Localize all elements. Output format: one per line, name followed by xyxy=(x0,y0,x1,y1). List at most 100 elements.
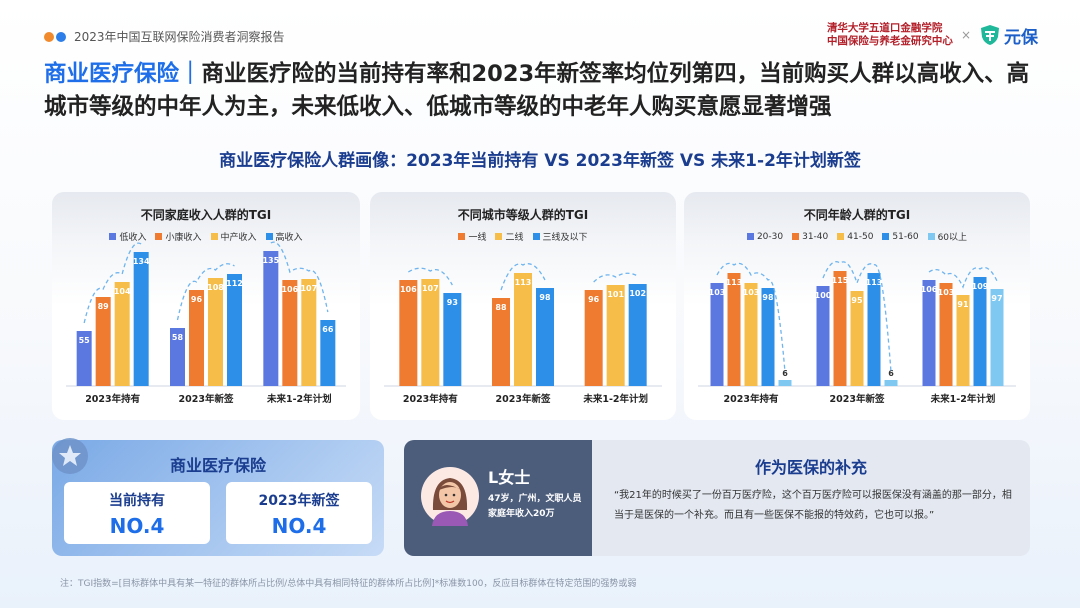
legend-swatch xyxy=(458,233,466,240)
bar xyxy=(710,283,724,386)
bar xyxy=(170,328,185,386)
legend-swatch xyxy=(210,233,218,240)
bar-value-label: 96 xyxy=(191,295,203,304)
bar-value-label: 107 xyxy=(422,284,439,293)
legend-label: 60以上 xyxy=(937,233,968,243)
legend-item: 小康收入 xyxy=(155,230,202,243)
chart-section-title: 商业医疗保险人群画像：2023年当前持有 VS 2023年新签 VS 未来1-2… xyxy=(219,151,861,171)
bar xyxy=(956,295,970,386)
legend-swatch xyxy=(265,233,273,240)
bar-value-label: 6 xyxy=(782,369,788,378)
rank-label: 2023年新签 xyxy=(258,493,340,509)
avatar xyxy=(421,467,479,526)
bar xyxy=(443,293,462,386)
bar xyxy=(282,280,298,386)
bar xyxy=(492,298,510,386)
category-label: 未来1-2年计划 xyxy=(930,393,996,405)
legend-item: 41-50 xyxy=(837,230,873,243)
legend-item: 60以上 xyxy=(927,230,968,243)
rank-card: 商业医疗保险 当前持有 NO.4 2023年新签 NO.4 xyxy=(52,438,384,556)
bar-value-label: 103 xyxy=(938,288,955,297)
chart-plot: 55 89 104 134 2023年持有 58 96 108 112 2023年新签 135 106… xyxy=(66,241,346,405)
chart-title: 不同家庭收入人群的TGI xyxy=(140,208,272,222)
footnote: 注：TGI指数=[目标群体中具有某一特征的群体所占比例/总体中具有相同特征的群体… xyxy=(60,579,637,589)
brand-logo: 元保 xyxy=(979,23,1038,48)
trend-line xyxy=(822,261,892,373)
bar-value-label: 112 xyxy=(226,279,243,288)
institution-logo: 清华大学五道口金融学院 中国保险与养老金研究中心 xyxy=(827,22,953,48)
bar xyxy=(850,291,864,386)
legend-label: 一线 xyxy=(468,233,487,243)
bar-value-label: 106 xyxy=(281,285,298,294)
brand-dots-icon xyxy=(44,31,66,42)
legend-label: 31-40 xyxy=(802,231,829,242)
legend-label: 51-60 xyxy=(892,231,919,242)
legend-item: 二线 xyxy=(495,230,524,243)
interviewee-panel: L女士 47岁，广州，文职人员 家庭年收入20万 xyxy=(404,440,592,556)
institution-line2: 中国保险与养老金研究中心 xyxy=(826,35,953,47)
bar xyxy=(867,273,881,386)
bar-value-label: 113 xyxy=(726,278,743,287)
legend-swatch xyxy=(927,233,935,240)
bar xyxy=(973,277,987,386)
bar-value-label: 88 xyxy=(495,303,507,312)
bar xyxy=(95,297,111,386)
rank-new-sign: 2023年新签 NO.4 xyxy=(226,482,372,544)
bar xyxy=(761,288,775,386)
legend-item: 一线 xyxy=(458,230,486,243)
trend-line xyxy=(176,263,235,321)
bar-value-label: 107 xyxy=(300,284,317,293)
bar xyxy=(189,290,204,386)
bar xyxy=(922,280,936,386)
bar-value-label: 113 xyxy=(515,278,532,287)
legend-swatch xyxy=(495,233,503,240)
rank-value: NO.4 xyxy=(109,514,165,538)
trend-line xyxy=(928,266,998,289)
star-badge-icon xyxy=(52,438,88,474)
legend-swatch xyxy=(837,233,845,240)
bar-value-label: 103 xyxy=(709,288,726,297)
bar-value-label: 103 xyxy=(743,288,760,297)
bar-value-label: 91 xyxy=(957,300,969,309)
bar-value-label: 108 xyxy=(207,283,224,292)
category-label: 2023年新签 xyxy=(496,393,551,405)
chart-plot: 1031131039862023年持有1001159511362023年新签10… xyxy=(698,261,1016,405)
bar xyxy=(744,283,758,386)
legend-swatch xyxy=(155,233,163,240)
legend-item: 高收入 xyxy=(265,230,303,243)
legend-swatch xyxy=(882,233,890,240)
legend-item: 51-60 xyxy=(882,230,919,243)
report-header: 2023年中国互联网保险消费者洞察报告 xyxy=(44,28,285,45)
chart-legend: 一线 二线 三线及以下 xyxy=(370,230,676,243)
bar-value-label: 106 xyxy=(921,285,938,294)
bar-value-label: 102 xyxy=(629,289,646,298)
trend-line xyxy=(500,263,546,291)
rank-current-holding: 当前持有 NO.4 xyxy=(64,482,210,544)
bar xyxy=(320,320,336,386)
trend-line xyxy=(407,267,453,286)
chart-legend: 低收入 小康收入 中产收入 高收入 xyxy=(52,230,360,243)
legend-swatch xyxy=(746,233,754,240)
bar-value-label: 6 xyxy=(888,369,894,378)
age-tgi-chart: 不同年龄人群的TGI 20-30 31-40 41-50 51-60 60以上 103 1… xyxy=(684,192,1030,420)
interviewee-profile: 47岁，广州，文职人员 xyxy=(488,494,582,504)
bar-value-label: 55 xyxy=(79,336,91,345)
bar xyxy=(727,273,741,386)
bar-value-label: 106 xyxy=(400,285,417,294)
chart-title: 不同城市等级人群的TGI xyxy=(457,208,589,222)
legend-label: 41-50 xyxy=(847,231,874,242)
legend-label: 20-30 xyxy=(756,231,784,242)
bar-value-label: 113 xyxy=(866,278,883,287)
bar xyxy=(884,380,898,386)
trend-line xyxy=(270,241,329,313)
legend-label: 三线及以下 xyxy=(542,233,588,243)
institution-line1: 清华大学五道口金融学院 xyxy=(826,22,943,34)
legend-item: 20-30 xyxy=(746,230,784,243)
legend-item: 三线及以下 xyxy=(532,230,588,243)
legend-item: 中产收入 xyxy=(210,230,257,243)
quote-title: 作为医保的补充 xyxy=(754,458,867,477)
bar-value-label: 93 xyxy=(447,298,458,307)
bar xyxy=(990,289,1004,386)
category-label: 2023年持有 xyxy=(85,393,140,405)
chart-plot: 106 107 93 2023年持有 88 113 98 2023年新签 96 101 102 未来1… xyxy=(384,263,662,405)
